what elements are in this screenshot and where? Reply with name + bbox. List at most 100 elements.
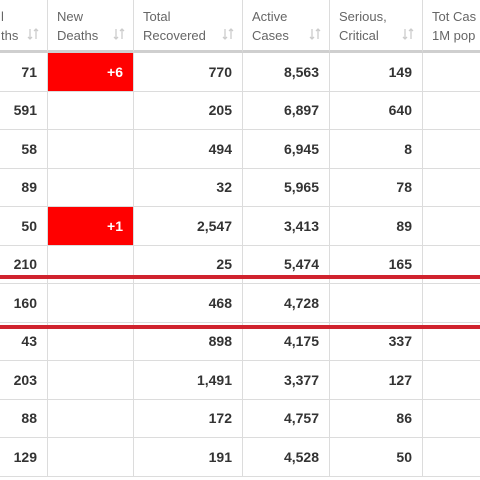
table-cell: 165 [330,245,423,284]
cell-text: 4,728 [283,294,319,311]
table-cell: 58 [0,130,48,169]
cell-text: 71 [21,63,37,80]
cell-text: 25 [216,256,232,273]
table-cell [48,130,134,169]
cell-text: 89 [21,179,37,196]
table-cell: 25 [134,245,243,284]
cell-text: 3,377 [283,371,319,388]
cell-text: 898 [208,333,232,350]
table-cell: 160 [0,284,48,323]
table-cell: 86 [330,399,423,438]
cell-text: 129 [13,448,37,465]
table-cell [48,91,134,130]
highlight-line [0,275,480,279]
cell-text: 4,757 [283,410,319,427]
cell-text: 8,563 [283,63,319,80]
table-cell [48,399,134,438]
cell-text: 88 [21,410,37,427]
table-cell [423,53,480,92]
table-cell: 591 [0,91,48,130]
table-cell [423,323,480,361]
table-cell: +1 [48,207,134,246]
cell-text: 149 [388,63,412,80]
table-cell [48,322,134,361]
table-cell: 149 [330,53,423,92]
header-text: ths [1,28,19,43]
header-text: Recovered [143,28,206,43]
header-text: Serious, [339,9,387,24]
table-cell: 172 [134,399,243,438]
header-text: Total [143,9,171,24]
header-text: Active [252,9,288,24]
column-header[interactable]: Active Cases [243,0,330,53]
column-header[interactable]: Serious, Critical [330,0,423,53]
table-cell: 127 [330,361,423,400]
table-cell: 71 [0,53,48,92]
table-cell [48,284,134,323]
table-cell: 129 [0,438,48,477]
table-cell: 4,757 [243,399,330,438]
table-cell [423,438,480,477]
table-cell [48,245,134,284]
header-text: Cases [252,28,289,43]
cell-text: 4,175 [283,333,319,350]
cell-text: 2,547 [196,217,232,234]
table-cell: 640 [330,91,423,130]
table-cell: 89 [0,168,48,207]
table-cell [423,169,480,207]
column-header[interactable]: Total Recovered [134,0,243,53]
table-cell [423,361,480,400]
table-cell: 88 [0,399,48,438]
cell-text: 591 [13,102,37,119]
header-text: Deaths [57,28,99,43]
table-cell [48,438,134,477]
table-cell: 205 [134,91,243,130]
table-cell [423,92,480,130]
table-cell: 191 [134,438,243,477]
cell-text: 191 [208,448,232,465]
cell-text: 770 [208,63,232,80]
cell-text: 1,491 [196,371,232,388]
table-cell [423,207,480,246]
column-header[interactable]: New Deaths [48,0,134,53]
table-cell: 43 [0,322,48,361]
cell-text: 78 [396,179,412,196]
table-cell [423,284,480,323]
sort-icon [402,28,414,40]
header-text: 1M pop [432,28,476,43]
table-cell: 50 [0,207,48,246]
column-header[interactable]: l ths [0,0,48,53]
table-cell: 78 [330,168,423,207]
cell-text: 337 [388,333,412,350]
table-cell: 8 [330,130,423,169]
table-cell [423,400,480,438]
cell-text: 210 [13,256,37,273]
table-cell: 89 [330,207,423,246]
table-cell: 468 [134,284,243,323]
sort-icon [309,28,321,40]
cell-text: 50 [21,217,37,234]
cell-text: 494 [208,140,232,157]
header-text: Critical [339,28,379,43]
table-cell: 6,945 [243,130,330,169]
cell-text: 5,474 [283,256,319,273]
table-cell: 4,528 [243,438,330,477]
table-cell: 4,175 [243,322,330,361]
cell-text: 640 [388,102,412,119]
cell-text: +1 [107,217,123,234]
cell-text: 205 [208,102,232,119]
header-text: Tot Cas [432,9,477,24]
cell-text: 6,897 [283,102,319,119]
cell-text: 6,945 [283,140,319,157]
cell-text: 86 [396,410,412,427]
table-cell [48,361,134,400]
cell-text: +6 [107,63,123,80]
table-cell: 5,965 [243,168,330,207]
cell-text: 4,528 [283,448,319,465]
table-cell: 1,491 [134,361,243,400]
cell-text: 160 [13,294,37,311]
column-header[interactable]: Tot Cas 1M pop [423,0,480,53]
cell-text: 468 [208,294,232,311]
table-cell [330,284,423,323]
table-cell: 210 [0,245,48,284]
